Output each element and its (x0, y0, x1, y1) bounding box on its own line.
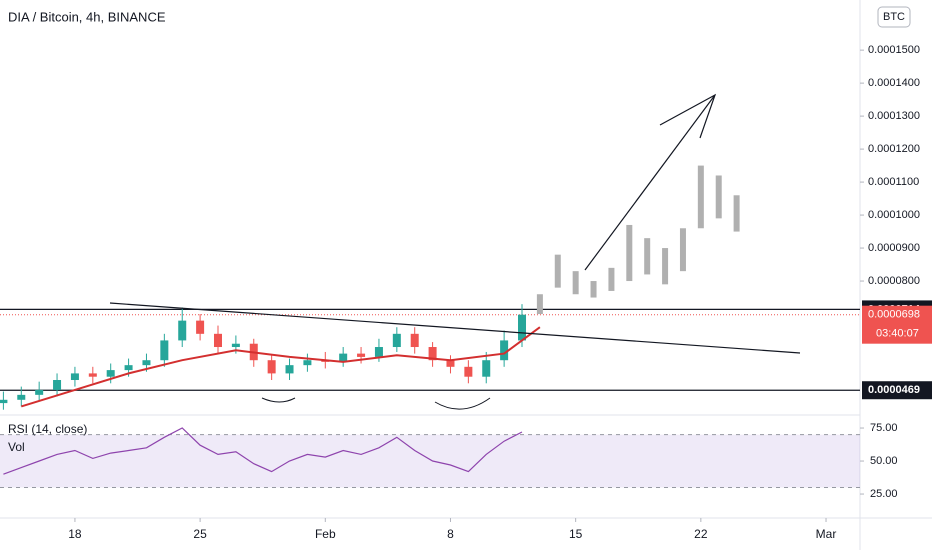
shoulder-curve (434, 397, 491, 410)
x-tick-label: 18 (68, 527, 82, 541)
candle-body (142, 360, 151, 366)
projection-bar (697, 165, 704, 229)
candle-body (410, 333, 419, 348)
rsi-tick-label: 75.00 (870, 422, 898, 434)
projection-bar (554, 254, 561, 288)
rsi-tick-label: 50.00 (870, 455, 898, 467)
x-tick-label: 25 (193, 527, 207, 541)
trendline (109, 302, 801, 354)
candle-body (160, 340, 169, 361)
rsi-line (3, 427, 523, 475)
level-label: 0.0000469 (868, 384, 920, 396)
candle-body (196, 320, 205, 334)
projection-bar (662, 248, 669, 285)
candle-body (0, 399, 8, 404)
candle-body (357, 353, 366, 357)
projection-bar (715, 175, 722, 219)
candle-body (428, 347, 437, 361)
x-tick-label: 8 (447, 527, 454, 541)
last-price-box (862, 305, 932, 344)
candle-body (213, 333, 222, 348)
projection-bar (608, 267, 615, 291)
arrow-shaft (584, 94, 716, 271)
y-tick-label: 0.0000800 (868, 275, 920, 287)
candle-body (392, 333, 401, 348)
candle-body (446, 360, 455, 367)
candle-body (35, 389, 44, 395)
candle-body (339, 353, 348, 362)
projection-bar (679, 228, 686, 272)
candle-body (88, 373, 97, 377)
y-tick-label: 0.0001200 (868, 143, 920, 155)
candle-body (518, 314, 527, 341)
candle-body (303, 360, 312, 366)
currency-label: BTC (883, 11, 905, 23)
y-tick-label: 0.0001400 (868, 77, 920, 89)
x-tick-label: Feb (315, 527, 336, 541)
shoulder-curve (261, 397, 296, 403)
candle-body (178, 320, 187, 341)
candle-body (482, 360, 491, 377)
candle-body (17, 394, 26, 400)
x-tick-label: Mar (816, 527, 837, 541)
projection-bar (536, 294, 543, 315)
candle-body (500, 340, 509, 361)
candle-body (374, 347, 383, 357)
x-tick-label: 22 (694, 527, 708, 541)
rsi-label: RSI (14, close) (8, 422, 87, 436)
drawings (109, 93, 801, 410)
level-label-box (862, 381, 932, 400)
currency-badge[interactable] (877, 6, 911, 28)
projection-bar (626, 224, 633, 282)
candle-body (53, 380, 62, 390)
x-tick-label: 15 (569, 527, 583, 541)
last-price-label: 0.0000698 (868, 309, 920, 321)
moving-average (21, 326, 541, 408)
y-tick-label: 0.0001300 (868, 110, 920, 122)
arrow-head (659, 93, 717, 139)
y-tick-label: 0.0001500 (868, 44, 920, 56)
candle-body (124, 365, 133, 371)
candle-body (106, 370, 115, 377)
candle-body (267, 360, 276, 374)
y-tick-label: 0.0001000 (868, 209, 920, 221)
projection-bar (644, 238, 651, 275)
countdown: 03:40:07 (876, 328, 919, 340)
chart-title: DIA / Bitcoin, 4h, BINANCE (8, 9, 166, 24)
candle-body (70, 373, 79, 381)
candle-body (285, 365, 294, 374)
rsi-band (0, 434, 860, 488)
projection-bar (733, 195, 740, 232)
volume-label: Vol (8, 440, 25, 454)
y-tick-label: 0.0001100 (868, 176, 919, 188)
projection-bar (590, 281, 597, 298)
candle-body (231, 343, 240, 348)
y-tick-label: 0.0000900 (868, 242, 920, 254)
rsi-tick-label: 25.00 (870, 488, 898, 500)
candle-body (464, 366, 473, 377)
projection-bar (572, 271, 579, 295)
